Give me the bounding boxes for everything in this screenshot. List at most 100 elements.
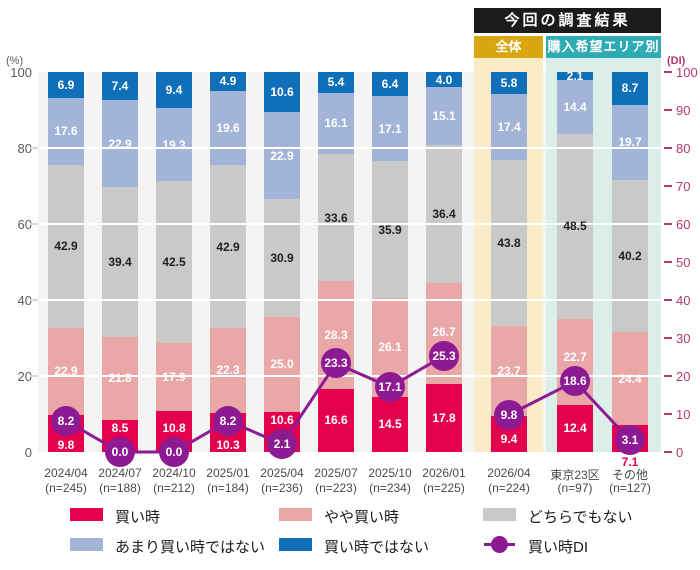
segment-value-label: 16.1	[324, 116, 348, 131]
bar-segment	[612, 71, 648, 105]
legend-label: あまり買い時ではない	[115, 539, 266, 556]
bar-segment	[48, 97, 84, 165]
bar-segment	[102, 187, 138, 337]
segment-value-label: 16.6	[324, 413, 348, 428]
x-axis-category-label: 2025/04	[260, 466, 304, 480]
segment-value-label: 10.3	[216, 437, 240, 452]
x-axis-category-label: 東京23区	[550, 468, 600, 482]
right-axis-tick-label: 60	[676, 217, 691, 232]
segment-value-label: 12.4	[563, 421, 587, 436]
bar-segment	[210, 72, 246, 91]
segment-value-label: 43.8	[497, 236, 521, 250]
group-overall-tab: 全体	[474, 36, 543, 58]
segment-value-label: 5.8	[500, 75, 518, 90]
segment-value-label: 9.8	[57, 437, 75, 452]
gridline	[38, 147, 661, 149]
segment-value-label: 19.6	[216, 120, 240, 135]
segment-value-label: 17.6	[54, 124, 78, 139]
bar-segment	[491, 71, 527, 94]
legend-label: どちらでもない	[528, 509, 633, 526]
x-axis-category-label: 2026/01	[422, 466, 466, 480]
bar-segment	[264, 72, 300, 113]
segment-value-label: 10.6	[270, 85, 294, 100]
x-axis-category-label: 2024/04	[44, 466, 88, 480]
right-axis-tick-label: 90	[676, 103, 691, 118]
di-point: 9.8	[494, 399, 524, 430]
outside-segment-value-label: 7.1	[621, 455, 639, 469]
right-axis-tick-label: 70	[676, 179, 691, 194]
segment-value-label: 25.0	[270, 357, 294, 372]
x-axis-category-label: 2025/10	[368, 466, 412, 480]
group-area-tab: 購入希望エリア別	[546, 36, 661, 58]
di-point: 2.1	[267, 429, 297, 460]
segment-value-label: 9.4	[165, 83, 183, 98]
right-axis-tick	[664, 261, 672, 263]
bar-segment	[156, 108, 192, 182]
gridline	[38, 299, 661, 301]
segment-value-label: 7.4	[111, 79, 129, 94]
legend-swatch	[70, 538, 103, 551]
legend-swatch	[483, 508, 516, 521]
x-axis-sample-size: (n=223)	[315, 481, 357, 495]
segment-value-label: 9.4	[500, 431, 518, 446]
x-axis-sample-size: (n=225)	[423, 481, 465, 495]
segment-value-label: 15.1	[432, 108, 456, 123]
right-axis-unit: (DI)	[667, 55, 686, 67]
segment-value-label: 22.7	[563, 350, 587, 365]
segment-value-label: 21.8	[108, 371, 132, 386]
right-axis-tick	[664, 147, 672, 149]
segment-value-label: 6.9	[57, 77, 75, 92]
bar-segment	[318, 153, 354, 282]
segment-value-label: 2.1	[566, 68, 584, 83]
bar-segment	[156, 72, 192, 109]
segment-value-label: 22.9	[108, 136, 132, 151]
di-point: 8.2	[51, 405, 81, 436]
segment-value-label: 19.3	[162, 137, 186, 152]
right-axis-tick	[664, 109, 672, 111]
segment-value-label: 8.7	[621, 81, 639, 96]
x-axis-category-label: 2026/04	[487, 466, 531, 480]
segment-value-label: 17.1	[378, 121, 402, 136]
x-axis-sample-size: (n=224)	[488, 481, 530, 495]
segment-value-label: 17.8	[432, 411, 456, 426]
segment-value-label: 14.4	[563, 99, 587, 114]
x-axis-sample-size: (n=127)	[609, 481, 651, 495]
bar-segment	[264, 112, 300, 200]
left-axis-tick-label: 80	[17, 141, 32, 156]
legend-swatch	[70, 508, 103, 521]
x-axis-sample-size: (n=234)	[369, 481, 411, 495]
segment-value-label: 22.3	[216, 363, 240, 378]
segment-value-label: 26.7	[432, 324, 456, 339]
left-axis-tick-label: 0	[24, 445, 32, 460]
bar-segment	[491, 159, 527, 327]
bar-segment	[372, 161, 408, 298]
di-point: 8.2	[213, 405, 243, 436]
x-axis-category-label: 2024/07	[98, 466, 142, 480]
segment-value-label: 24.4	[618, 371, 642, 386]
segment-value-label: 48.5	[563, 219, 587, 234]
x-axis-category-label: 2025/01	[206, 466, 250, 480]
bar-segment	[264, 199, 300, 317]
right-axis-tick-label: 10	[676, 407, 691, 422]
right-axis-tick	[664, 299, 672, 301]
segment-value-label: 22.9	[270, 148, 294, 163]
segment-value-label: 42.5	[162, 255, 186, 270]
x-axis-category-label: 2025/07	[314, 466, 358, 480]
bar-segment	[612, 179, 648, 333]
x-axis-sample-size: (n=188)	[99, 481, 141, 495]
x-axis-category-label: 2024/10	[152, 466, 196, 480]
segment-value-label: 17.9	[162, 369, 186, 384]
segment-value-label: 39.4	[108, 255, 132, 269]
bar-segment	[102, 100, 138, 188]
right-axis-tick-label: 0	[676, 445, 684, 460]
legend-label: 買い時DI	[528, 539, 589, 556]
bar-segment	[210, 90, 246, 166]
x-axis-sample-size: (n=245)	[45, 481, 87, 495]
segment-value-label: 10.8	[162, 421, 186, 435]
left-axis-tick-label: 40	[17, 293, 32, 308]
segment-value-label: 6.4	[381, 77, 399, 92]
left-axis-tick-label: 100	[10, 65, 32, 80]
segment-value-label: 33.6	[324, 210, 348, 225]
left-axis-tick	[30, 223, 38, 225]
